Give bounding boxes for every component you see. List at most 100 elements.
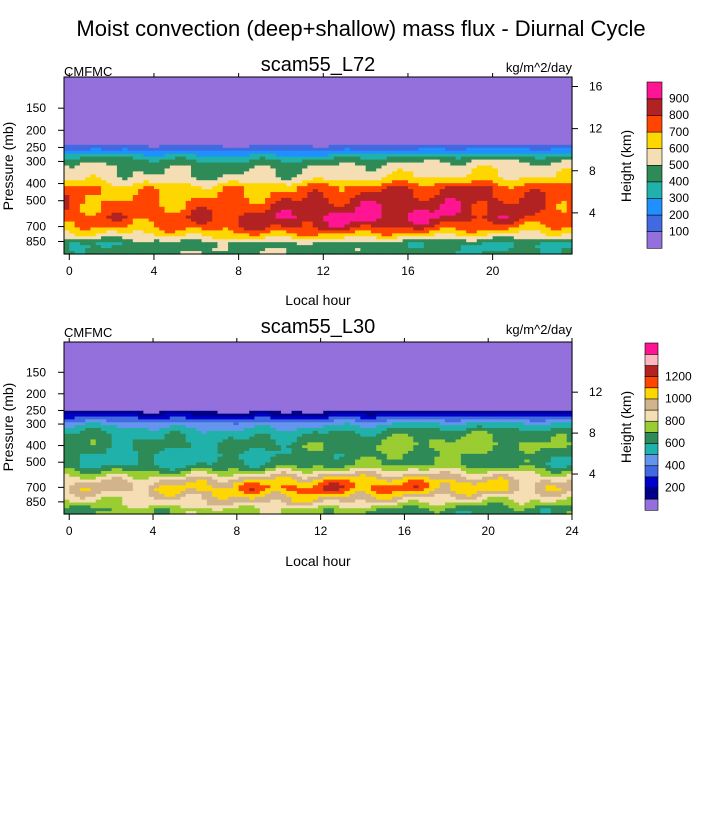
contour-cell [429,115,436,119]
contour-cell [143,138,150,143]
contour-cell [280,141,287,146]
contour-cell [349,133,356,137]
contour-cell [476,121,483,125]
contour-cell [122,118,129,122]
contour-cell [529,174,536,178]
contour-cell [513,103,520,108]
contour-cell [392,174,398,178]
contour-cell [291,186,298,190]
contour-cell [344,171,351,175]
contour-cell [392,138,398,143]
contour-cell [397,109,404,113]
contour-cell [180,136,187,140]
contour-cell [243,77,250,81]
contour-cell [122,100,129,105]
contour-cell [138,147,144,152]
contour-cell [318,103,324,108]
contour-cell [138,79,144,84]
contour-cell [132,112,139,116]
contour-cell [355,144,361,149]
contour-cell [122,79,129,84]
contour-cell [280,97,287,102]
contour-cell [222,159,229,164]
contour-cell [238,124,245,128]
contour-cell [265,115,271,119]
contour-cell [90,77,97,81]
contour-cell [429,103,436,108]
contour-cell [228,91,234,96]
contour-cell [132,174,139,178]
contour-cell [529,94,536,99]
contour-cell [196,100,203,105]
contour-cell [381,77,388,81]
contour-cell [85,79,92,84]
contour-cell [328,147,335,152]
contour-cell [106,97,113,102]
contour-cell [85,94,92,99]
contour-cell [524,77,531,81]
contour-cell [386,94,393,99]
contour-cell [196,156,203,161]
contour-cell [169,150,176,155]
contour-cell [106,162,113,167]
contour-cell [550,165,557,170]
contour-cell [143,153,150,158]
contour-cell [566,88,573,93]
contour-cell [429,79,436,84]
contour-cell [318,141,324,146]
contour-cell [302,180,309,184]
contour-cell [302,82,309,87]
contour-cell [445,127,451,131]
contour-cell [111,121,118,125]
contour-cell [206,79,213,84]
contour-cell [503,130,510,134]
contour-cell [524,118,531,122]
contour-cell [196,77,203,81]
contour-cell [64,118,70,122]
contour-cell [365,189,372,193]
contour-cell [370,165,377,170]
contour-cell [540,85,547,90]
contour-cell [280,165,287,170]
contour-cell [508,147,515,152]
contour-cell [450,133,457,137]
contour-cell [566,162,573,167]
contour-cell [238,112,245,116]
contour-cell [222,168,229,172]
contour-cell [106,118,113,122]
contour-cell [460,79,467,84]
contour-cell [74,136,81,140]
contour-cell [85,138,92,143]
contour-cell [497,109,504,113]
contour-cell [455,159,462,164]
contour-cell [508,174,515,178]
contour-cell [270,165,277,170]
contour-cell [540,121,547,125]
contour-cell [185,144,192,149]
contour-cell [217,115,224,119]
contour-cell [355,91,361,96]
contour-cell [339,118,346,122]
contour-cell [159,183,166,187]
panel2-ylabel: Pressure (mb) [0,383,16,472]
contour-cell [402,77,409,81]
contour-cell [402,177,409,181]
contour-cell [159,138,166,143]
contour-cell [228,88,234,93]
contour-cell [249,91,256,96]
contour-cell [450,150,457,155]
contour-cell [376,124,383,128]
contour-cell [138,180,144,184]
contour-cell [339,121,346,125]
contour-cell [413,156,420,161]
contour-cell [355,115,361,119]
contour-cell [180,165,187,170]
contour-cell [312,85,319,90]
contour-cell [413,106,420,111]
contour-cell [90,192,97,196]
contour-cell [540,88,547,93]
contour-cell [280,118,287,122]
contour-cell [339,183,346,187]
contour-cell [413,103,420,108]
contour-cell [106,112,113,116]
